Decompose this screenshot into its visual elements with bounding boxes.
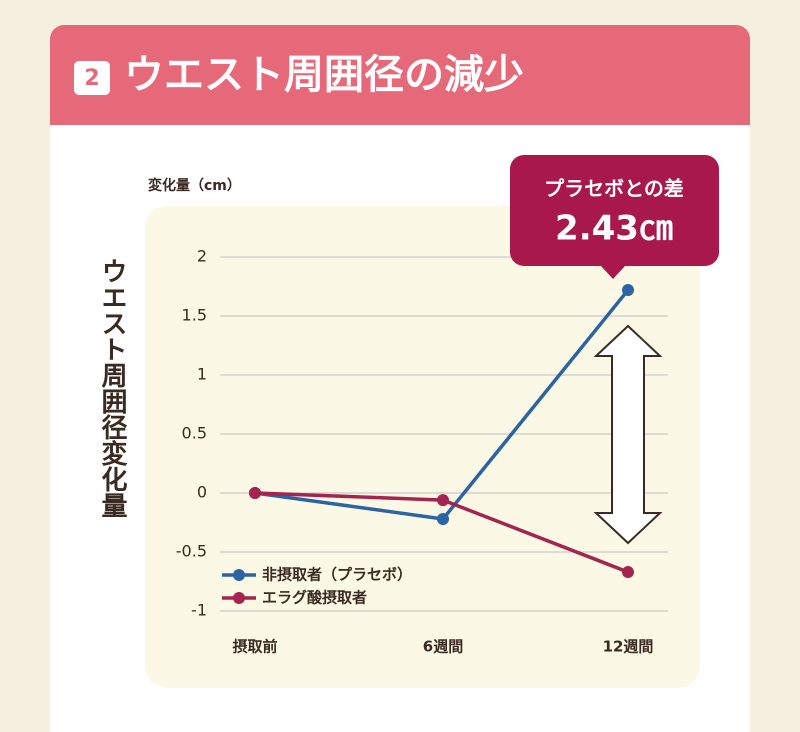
legend-label: エラグ酸摂取者 [262,589,367,607]
chart-title: ウエスト周囲径の減少 [124,52,524,98]
plot: 2 1.5 1 0.5 0 -0.5 -1 摂取前 6週間 12週間 非摂取者（プラセボ） エラグ酸摂… [176,247,668,656]
callout [510,155,719,279]
y-tick-label: -0.5 [176,542,207,561]
y-tick-label: 2 [197,247,207,266]
legend-marker [233,569,245,581]
legend-label: 非摂取者（プラセボ） [262,566,412,584]
data-point [437,494,449,507]
y-tick-label: -1 [191,601,207,620]
legend-marker [233,592,245,604]
callout-value: 2.43㎝ [555,209,673,249]
data-point [437,512,449,525]
y-axis-title: ウエスト周囲径変化量 [97,258,127,518]
data-point [622,284,634,297]
plot-background [145,206,700,688]
y-tick-label: 0.5 [182,424,207,443]
y-tick-label: 1.5 [182,306,207,325]
data-point [249,487,261,499]
x-tick-label: 摂取前 [232,638,277,656]
data-point [622,566,634,579]
difference-arrow [593,324,663,545]
unit-label: 変化量（cm） [148,177,241,194]
card-header [50,25,750,125]
badge [74,61,110,95]
badge-number: 2 [84,66,99,91]
y-tick-label: 0 [197,483,207,502]
x-tick-label: 12週間 [603,638,654,656]
y-tick-label: 1 [197,365,207,384]
x-tick-label: 6週間 [423,638,463,656]
callout-label: プラセボとの差 [544,177,684,201]
